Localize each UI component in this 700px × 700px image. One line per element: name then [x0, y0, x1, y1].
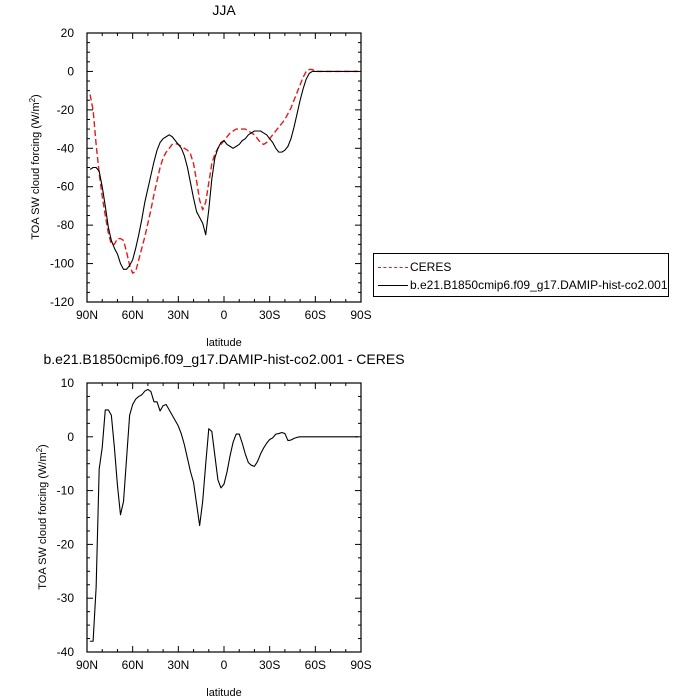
x-tick-label: 90S: [350, 308, 371, 322]
legend-item-ceres: CERES: [378, 258, 451, 276]
x-tick-label: 60S: [305, 308, 326, 322]
top-y-axis-label: TOA SW cloud forcing (W/m2): [28, 94, 43, 239]
bottom-ticks: 90N 60N 30N 0 30S 60S 90S 10 0 -10 -20 -30 -40: [57, 376, 372, 672]
y-tick-label: -20: [57, 103, 75, 117]
bottom-y-axis-label: TOA SW cloud forcing (W/m2): [35, 444, 50, 589]
x-tick-label: 60N: [122, 658, 144, 672]
x-tick-label: 30N: [167, 308, 189, 322]
x-tick-label: 0: [221, 308, 228, 322]
x-tick-label: 30S: [259, 658, 280, 672]
y-tick-label: -20: [57, 537, 75, 551]
y-tick-label: -100: [50, 257, 74, 271]
y-tick-label: 0: [67, 64, 74, 78]
y-tick-label: -30: [57, 591, 75, 605]
legend-swatch-dashed-red: [378, 266, 408, 268]
x-tick-label: 0: [221, 658, 228, 672]
top-ticks: 90N 60N 30N 0 30S 60S 90S 20 0 -20 -40 -60 -80 -100 -1…: [50, 26, 372, 322]
x-tick-label: 60S: [305, 658, 326, 672]
x-tick-label: 90N: [76, 658, 98, 672]
bottom-series: [90, 388, 358, 642]
top-series-line-0: [89, 68, 358, 274]
y-tick-label: -40: [57, 645, 75, 659]
y-tick-label: -120: [50, 295, 74, 309]
top-legend: CERES b.e21.B1850cmip6.f09_g17.DAMIP-his…: [373, 253, 669, 297]
legend-label: b.e21.B1850cmip6.f09_g17.DAMIP-hist-co2.…: [410, 278, 668, 292]
bottom-plot-frame: [86, 382, 362, 653]
legend-label: CERES: [410, 260, 452, 274]
x-tick-label: 90N: [76, 308, 98, 322]
y-tick-label: -80: [57, 218, 75, 232]
y-tick-label: -10: [57, 484, 75, 498]
x-tick-label: 30S: [259, 308, 280, 322]
y-tick-label: -40: [57, 141, 75, 155]
top-panel: JJA 90N 60N 30N 0 30S 60S 90S 20 0 -20 -40 -60 -80 -1…: [28, 2, 372, 349]
x-tick-label: 60N: [122, 308, 144, 322]
bottom-chart-title: b.e21.B1850cmip6.f09_g17.DAMIP-hist-co2.…: [43, 351, 404, 367]
y-tick-label: 0: [67, 430, 74, 444]
x-tick-label: 30N: [167, 658, 189, 672]
y-tick-label: 10: [61, 376, 75, 390]
legend-item-model: b.e21.B1850cmip6.f09_g17.DAMIP-hist-co2.…: [378, 276, 668, 294]
top-series-line-1: [89, 70, 358, 270]
bottom-series-line-0: [90, 388, 358, 642]
top-x-axis-label: latitude: [206, 337, 241, 349]
legend-swatch-solid-black: [378, 284, 408, 286]
bottom-x-axis-label: latitude: [206, 687, 241, 699]
top-series: [89, 68, 358, 274]
y-tick-label: 20: [61, 26, 75, 40]
y-tick-label: -60: [57, 180, 75, 194]
top-chart-title: JJA: [212, 2, 236, 18]
x-tick-label: 90S: [350, 658, 371, 672]
bottom-panel: b.e21.B1850cmip6.f09_g17.DAMIP-hist-co2.…: [35, 351, 405, 699]
